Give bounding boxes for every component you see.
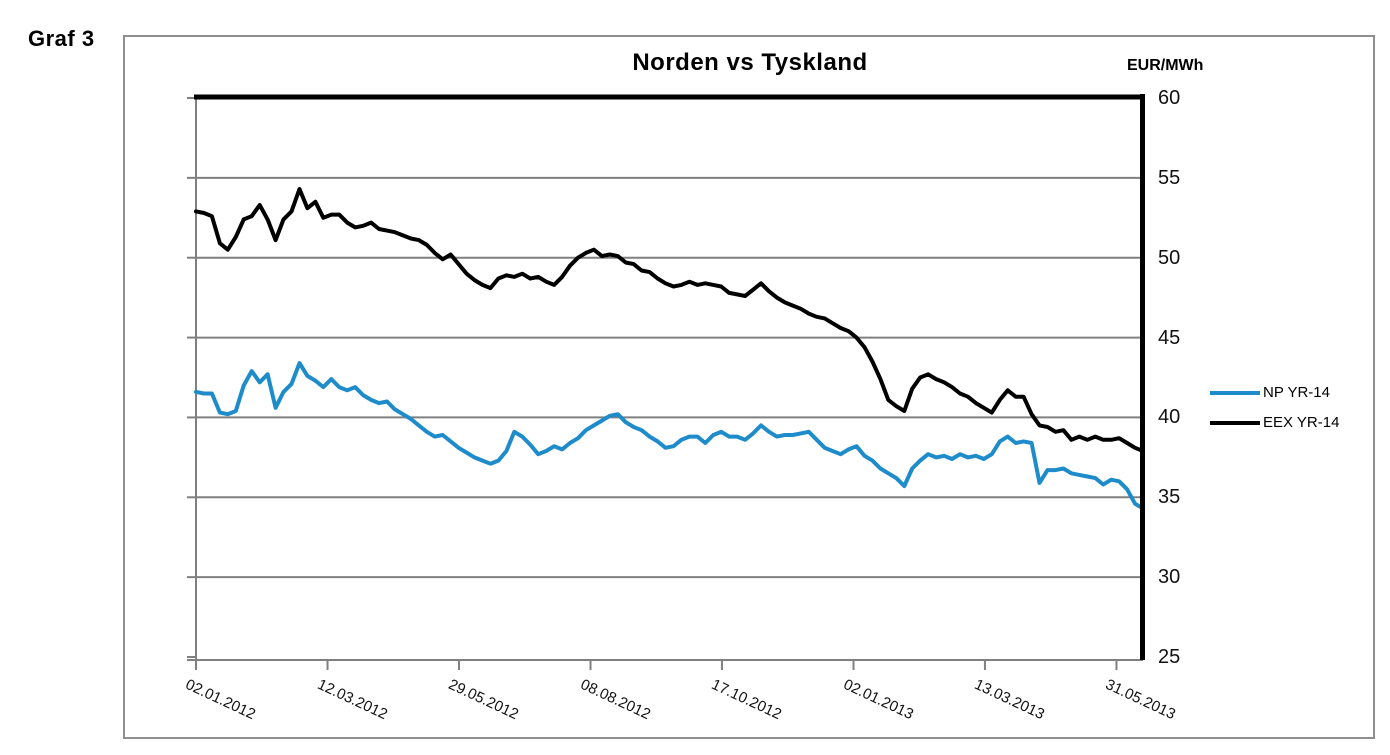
y-axis-tick-label: 40 bbox=[1158, 406, 1181, 429]
figure-label: Graf 3 bbox=[28, 26, 95, 51]
np-line-swatch-icon bbox=[1210, 391, 1260, 395]
y-axis-tick-label: 45 bbox=[1158, 326, 1181, 349]
y-axis-tick-label: 60 bbox=[1158, 87, 1181, 109]
legend-label-np: NP YR-14 bbox=[1263, 384, 1330, 401]
y-axis-unit-label: EUR/MWh bbox=[1127, 57, 1204, 74]
y-axis-tick-label: 30 bbox=[1158, 566, 1181, 589]
y-axis-tick-label: 35 bbox=[1158, 486, 1181, 509]
legend-label-eex: EEX YR-14 bbox=[1263, 414, 1340, 431]
legend-item-np: NP YR-14 bbox=[1210, 385, 1330, 401]
chart-container bbox=[123, 35, 1375, 739]
legend-item-eex: EEX YR-14 bbox=[1210, 415, 1339, 431]
y-axis-tick-label: 25 bbox=[1158, 646, 1181, 668]
y-axis-tick-label: 55 bbox=[1158, 166, 1181, 189]
eex-line-swatch-icon bbox=[1210, 421, 1260, 425]
y-axis-tick-label: 50 bbox=[1158, 246, 1181, 269]
chart-title: Norden vs Tyskland bbox=[632, 49, 868, 76]
